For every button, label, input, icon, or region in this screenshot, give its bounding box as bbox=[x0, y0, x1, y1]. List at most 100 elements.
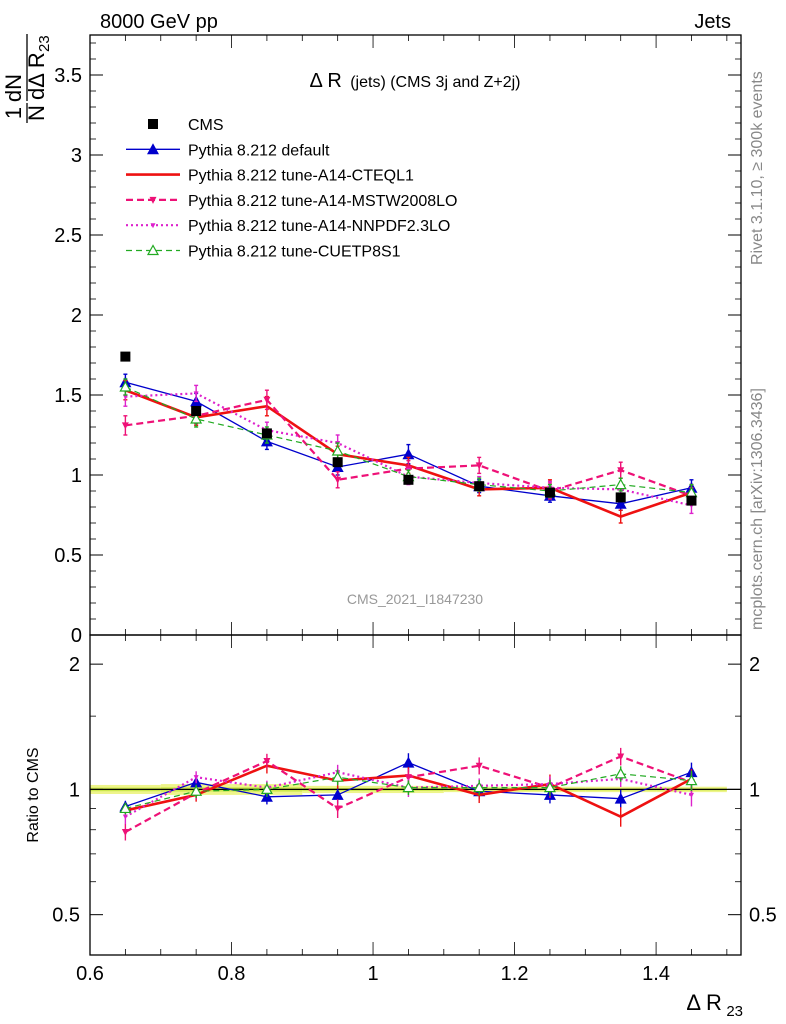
main-axes: 0 0.5 1 1.5 2 2.5 3 3.5 0.6 0.8 1 1.2 1.4 bbox=[54, 35, 741, 985]
main-ytick-label: 0 bbox=[71, 625, 82, 647]
main-title: Δ R (jets) (CMS 3j and Z+2j) bbox=[310, 70, 521, 92]
series-1 bbox=[119, 373, 698, 511]
legend-label: CMS bbox=[188, 117, 224, 134]
legend-entry: Pythia 8.212 tune-A14-NNPDF2.3LO bbox=[126, 218, 450, 235]
ratio-data-point bbox=[614, 792, 627, 804]
ylabel-sub-23: 23 bbox=[36, 35, 53, 52]
ratio-data-point bbox=[122, 814, 128, 820]
main-ytick-label: 2 bbox=[71, 305, 82, 327]
legend-marker bbox=[149, 196, 157, 204]
ratio-data-point bbox=[402, 756, 415, 768]
cms-data-point bbox=[474, 481, 485, 492]
ylabel-d-delta-r: dΔ R bbox=[24, 52, 49, 100]
series-cms-points bbox=[120, 351, 697, 506]
ratio-data-point bbox=[121, 829, 129, 837]
ratio-data-point bbox=[260, 783, 273, 795]
cms-data-point bbox=[191, 406, 202, 416]
ratio-series-group bbox=[119, 747, 698, 841]
ratio-data-point bbox=[473, 781, 486, 793]
main-ytick-label: 0.5 bbox=[54, 545, 82, 567]
ratio-ylabel: Ratio to CMS bbox=[25, 747, 42, 842]
analysis-id: CMS_2021_I1847230 bbox=[347, 591, 483, 607]
rivet-label: Rivet 3.1.10, ≥ 300k events bbox=[749, 71, 766, 265]
data-point bbox=[263, 396, 271, 404]
main-series-group bbox=[119, 351, 698, 524]
xtick-label: 1.4 bbox=[642, 963, 670, 985]
ratio-ytick-label: 2 bbox=[69, 654, 80, 676]
ratio-ytick-label: 0.5 bbox=[52, 905, 80, 927]
ratio-panel: 0.5 0.5 1 1 2 2 bbox=[52, 634, 777, 956]
legend-entry: CMS bbox=[148, 117, 224, 134]
ratio-data-point bbox=[617, 753, 625, 761]
main-ytick-label: 3.5 bbox=[54, 65, 82, 87]
ratio-data-point bbox=[688, 792, 694, 798]
data-point bbox=[119, 380, 132, 392]
legend-label: Pythia 8.212 default bbox=[188, 142, 330, 159]
main-panel: 0 0.5 1 1.5 2 2.5 3 3.5 0.6 0.8 1 1.2 1.4 bbox=[54, 34, 742, 985]
ratio-series-4 bbox=[119, 766, 698, 815]
ratio-data-point bbox=[334, 805, 342, 813]
main-ytick-label: 3 bbox=[71, 145, 82, 167]
data-point bbox=[190, 412, 203, 424]
ratio-data-point bbox=[193, 775, 199, 781]
ratio-ytick-label: 1 bbox=[69, 779, 80, 801]
xtick-label: 0.8 bbox=[218, 963, 246, 985]
ratio-frame bbox=[89, 634, 742, 956]
ratio-data-point bbox=[402, 781, 415, 793]
ratio-data-point bbox=[543, 781, 556, 793]
legend-entry: Pythia 8.212 tune-A14-CTEQL1 bbox=[126, 168, 414, 185]
mcplots-label: mcplots.cern.ch [arXiv:1306.3436] bbox=[749, 388, 766, 630]
ratio-data-point bbox=[190, 784, 203, 796]
main-ytick-label: 1 bbox=[71, 465, 82, 487]
ratio-axes: 0.5 0.5 1 1 2 2 bbox=[52, 654, 777, 927]
cms-data-point bbox=[615, 492, 626, 503]
cms-data-point bbox=[403, 474, 414, 485]
ylabel-n: N bbox=[24, 105, 49, 121]
main-title-main: Δ R bbox=[310, 70, 342, 92]
legend-entry: Pythia 8.212 tune-CUETP8S1 bbox=[126, 244, 401, 261]
xtick-label: 1.2 bbox=[501, 963, 529, 985]
data-point bbox=[475, 462, 483, 470]
cms-data-point bbox=[261, 428, 272, 439]
data-point bbox=[614, 478, 627, 490]
legend-label: Pythia 8.212 tune-A14-NNPDF2.3LO bbox=[188, 218, 450, 235]
data-point bbox=[121, 422, 129, 430]
cms-data-point bbox=[120, 351, 131, 362]
cms-data-point bbox=[544, 487, 555, 498]
main-ylabel: 1 N dN dΔ R 23 bbox=[1, 34, 53, 123]
ratio-data-point bbox=[331, 788, 344, 800]
legend-marker bbox=[147, 143, 159, 155]
legend: CMS Pythia 8.212 default Pythia 8.212 tune… bbox=[126, 117, 457, 261]
ratio-data-point bbox=[119, 802, 132, 814]
ratio-series-line bbox=[124, 771, 692, 818]
ratio-ytick-label-right: 1 bbox=[749, 779, 760, 801]
cms-data-point bbox=[686, 495, 697, 506]
data-point bbox=[331, 444, 344, 456]
data-point bbox=[334, 476, 342, 484]
data-point bbox=[617, 467, 625, 475]
xlabel: Δ R 23 bbox=[686, 990, 743, 1020]
xlabel-sub: 23 bbox=[726, 1003, 743, 1020]
xtick-label: 1 bbox=[367, 963, 378, 985]
xtick-label: 0.6 bbox=[76, 963, 104, 985]
main-ytick-label: 1.5 bbox=[54, 385, 82, 407]
ratio-data-point bbox=[263, 758, 271, 766]
ratio-ytick-label-right: 0.5 bbox=[749, 905, 777, 927]
series-line bbox=[125, 386, 692, 494]
ratio-data-point bbox=[331, 770, 344, 782]
data-point bbox=[402, 448, 415, 460]
legend-label: Pythia 8.212 tune-CUETP8S1 bbox=[188, 244, 401, 261]
xlabel-main: Δ R bbox=[686, 990, 721, 1015]
process-label: Jets bbox=[694, 11, 731, 33]
ratio-data-point bbox=[404, 774, 412, 782]
ratio-data-point bbox=[685, 774, 698, 786]
main-ytick-label: 2.5 bbox=[54, 225, 82, 247]
cms-data-point bbox=[332, 457, 343, 468]
ylabel-dn: dN bbox=[1, 74, 26, 102]
ratio-data-point bbox=[614, 767, 627, 779]
legend-label: Pythia 8.212 tune-A14-CTEQL1 bbox=[188, 168, 414, 185]
main-title-sub: (jets) (CMS 3j and Z+2j) bbox=[350, 74, 520, 91]
ratio-ytick-label-right: 2 bbox=[749, 654, 760, 676]
data-point bbox=[193, 391, 199, 397]
